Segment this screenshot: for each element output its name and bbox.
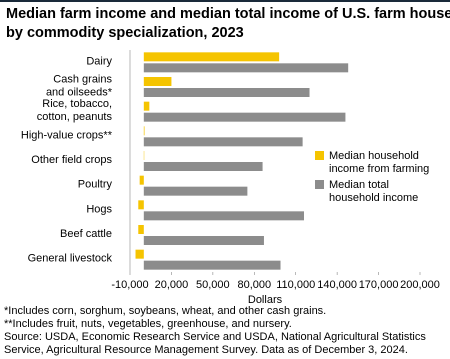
bar	[143, 126, 145, 136]
footnote: Source: USDA, Economic Research Service …	[4, 331, 426, 356]
legend-label: Median household income from farming	[329, 150, 429, 175]
x-tick-label: 110,000	[276, 279, 315, 291]
bar	[143, 260, 281, 270]
bar	[139, 175, 144, 185]
bar	[143, 52, 280, 62]
x-axis-label: Dollars	[248, 294, 283, 306]
x-tick-label: 170,000	[359, 279, 399, 291]
footnote: *Includes corn, sorghum, soybeans, wheat…	[4, 305, 326, 317]
chart-title: Median farm income and median total inco…	[6, 6, 450, 41]
bar	[143, 137, 303, 147]
category-label: Cash grains and oilseeds*	[46, 73, 113, 98]
bar	[143, 186, 248, 196]
legend-swatch	[315, 180, 324, 189]
bar	[143, 88, 310, 97]
legend-swatch	[315, 151, 324, 160]
x-tick-label: 80,000	[237, 279, 271, 291]
x-tick-label: 50,000	[196, 279, 230, 291]
category-label: High-value crops**	[21, 129, 113, 141]
category-label: Poultry	[78, 179, 113, 191]
bar	[138, 200, 144, 210]
category-label: Dairy	[86, 55, 112, 67]
category-label: General livestock	[28, 253, 113, 265]
bar	[143, 162, 263, 171]
legend-label: Median total household income	[329, 179, 418, 204]
category-label: Other field crops	[31, 154, 112, 166]
bar	[143, 101, 150, 111]
bar	[143, 236, 264, 245]
x-tick-label: 20,000	[155, 279, 189, 291]
bar	[135, 249, 144, 259]
bar	[143, 112, 346, 122]
category-label: Rice, tobacco, cotton, peanuts	[37, 98, 113, 123]
bar	[138, 225, 144, 234]
category-label: Hogs	[86, 203, 112, 215]
x-tick-label: -10,000	[111, 279, 148, 291]
bar	[143, 63, 349, 73]
bar	[143, 211, 304, 221]
category-label: Beef cattle	[60, 228, 112, 240]
bar	[143, 77, 172, 86]
x-tick-label: 200,000	[400, 279, 440, 291]
x-tick-label: 140,000	[317, 279, 357, 291]
footnote: **Includes fruit, nuts, vegetables, gree…	[4, 318, 292, 330]
top-rule	[0, 0, 450, 2]
